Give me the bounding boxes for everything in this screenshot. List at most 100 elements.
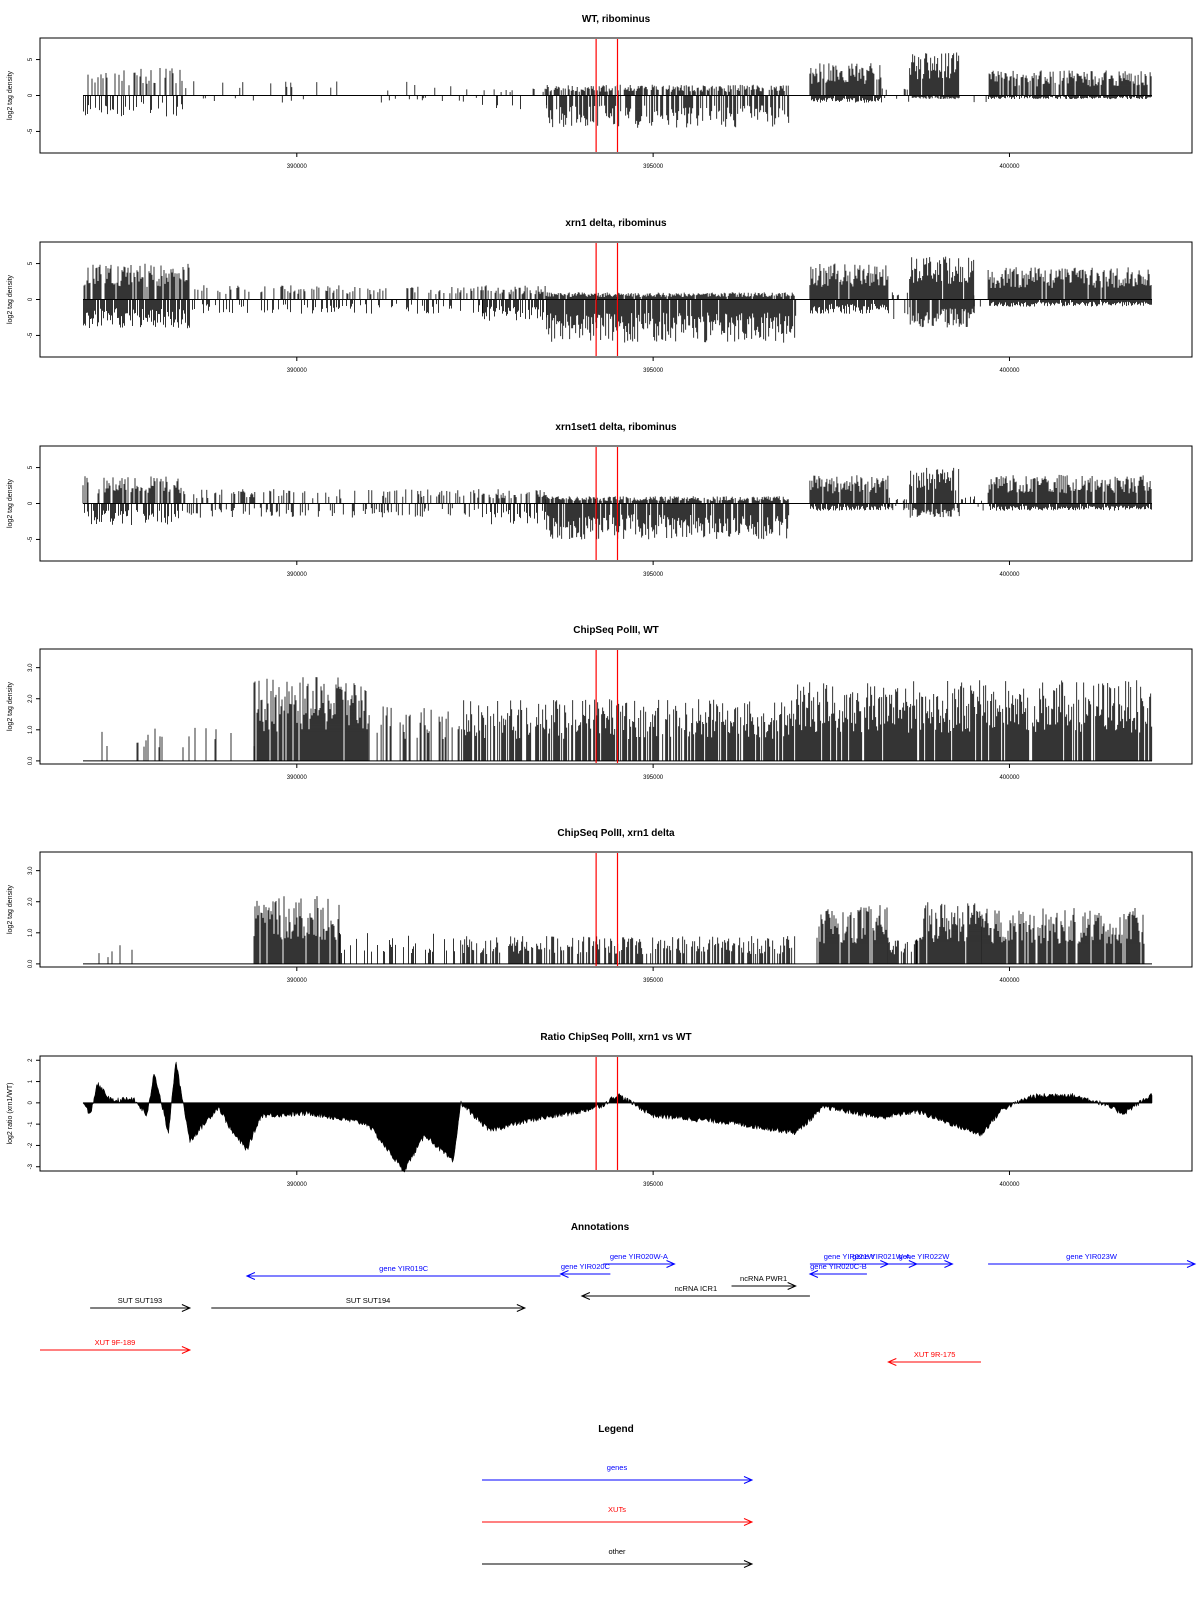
density-bars-segment-1 [253,896,340,964]
y-tick-label: 0 [28,297,34,301]
legend-label: genes [607,1463,628,1472]
feature-arrow [245,1272,561,1280]
y-tick-label: 5 [28,465,34,469]
feature-arrow [808,1270,867,1278]
feature-label: XUT 9R-175 [914,1350,956,1359]
density-bars-segment-1 [192,285,483,314]
x-tick-label: 400000 [999,978,1020,984]
x-tick-label: 395000 [643,572,664,578]
feature-arrow [90,1304,192,1312]
panel-ratio-chipseq: Ratio ChipSeq PolII, xrn1 vs WT log2 rati… [7,1032,1193,1188]
x-tick-label: 400000 [999,368,1020,374]
legend-arrow [482,1560,754,1568]
density-bars-segment-0 [98,945,133,964]
annotations-title: Annotations [571,1222,630,1233]
panel-title: WT, ribominus [582,14,651,25]
feature-label: ncRNA ICR1 [675,1284,718,1293]
y-tick-label: 0 [28,93,34,97]
feature-label: gene YIR020C-B [810,1262,867,1271]
feature-arrow [559,1270,611,1278]
panel-title: Ratio ChipSeq PolII, xrn1 vs WT [540,1032,691,1043]
density-bars-segment-2 [481,489,547,525]
density-bars-segment-4 [795,680,1153,761]
panel-xrn1set1-ribominus: xrn1set1 delta, ribominus log2 tag densit… [7,422,1193,578]
density-bars-segment-6 [909,467,960,518]
density-bars-segment-5 [888,497,910,511]
feature-label: gene YIR021W [824,1252,876,1261]
y-axis-label: log2 tag density [7,70,14,120]
legend: Legend genes XUTs other [482,1424,754,1568]
y-tick-label: -2 [28,1142,34,1148]
feature-label: XUT 9F-189 [95,1338,136,1347]
feature-label: ncRNA PWR1 [740,1274,787,1283]
feature-label: SUT SUT194 [346,1296,390,1305]
density-bars-segment-1 [253,677,369,761]
x-tick-label: 400000 [999,1182,1020,1188]
density-bars-segment-3 [545,496,790,540]
feature-label: gene YIR019C [379,1264,429,1273]
feature-arrow [40,1346,192,1354]
y-tick-label: -5 [28,332,34,338]
x-tick-label: 395000 [643,1182,664,1188]
density-bars-segment-4 [809,263,889,314]
density-bars-segment-3 [545,84,790,128]
legend-title: Legend [598,1424,634,1435]
panel-wt-ribominus: WT, ribominus log2 tag density -5 0 5 390000 3… [7,14,1193,170]
panel-xrn1-ribominus: xrn1 delta, ribominus log2 tag density -5 0… [7,218,1193,374]
panel-chipseq-xrn1: ChipSeq PolII, xrn1 delta log2 tag densit… [7,828,1193,984]
y-tick-label: 3.0 [28,663,34,672]
density-bars-segment-0 [83,68,183,117]
y-tick-label: 2 [28,1058,34,1062]
density-bars-segment-5 [887,939,917,964]
x-tick-label: 390000 [287,368,308,374]
density-bars-segment-2 [339,933,455,964]
density-bars-segment-1 [183,489,480,518]
density-bars-segment-1 [185,81,477,103]
density-bars-segment-2 [482,285,547,321]
x-tick-label: 400000 [999,775,1020,781]
density-bars-segment-8 [988,70,1152,100]
y-tick-label: -1 [28,1121,34,1127]
density-bars-segment-4 [809,475,889,511]
feature-label: SUT SUT193 [118,1296,162,1305]
y-tick-label: 5 [28,57,34,61]
density-bars-segment-8 [987,267,1152,307]
density-bars-segment-7 [973,295,981,307]
feature-label: gene YIR020W-A [610,1252,668,1261]
legend-label: other [608,1547,626,1556]
y-tick-label: -5 [28,536,34,542]
density-bars-segment-7 [980,908,1145,964]
y-axis-label: log2 tag density [7,681,14,731]
panel-title: ChipSeq PolII, WT [573,625,659,636]
feature-label: gene YIR022W [899,1252,951,1261]
y-tick-label: 0.0 [28,959,34,968]
density-bars-segment-3 [545,292,797,343]
panel-title: xrn1 delta, ribominus [565,218,667,229]
density-bars-segment-3 [461,699,795,761]
feature-label: gene YIR020C [561,1262,611,1271]
x-tick-label: 390000 [287,775,308,781]
y-tick-label: 1.0 [28,725,34,734]
density-bars-segment-4 [809,63,882,103]
density-bars-segment-0 [83,263,190,329]
density-bars-segment-5 [891,292,911,319]
y-axis-label: log2 ratio (xrn1/WT) [7,1083,14,1145]
y-axis-label: log2 tag density [7,478,14,528]
feature-arrow [731,1282,797,1290]
density-bars-segment-7 [961,496,984,511]
density-bars-segment-2 [368,706,460,761]
density-bars-segment-3 [460,936,796,964]
density-bars-segment-6 [909,52,960,100]
feature-arrow [580,1292,810,1300]
y-axis-label: log2 tag density [7,274,14,324]
y-tick-label: 1.0 [28,928,34,937]
feature-arrow [988,1260,1197,1268]
x-tick-label: 395000 [643,775,664,781]
y-tick-label: 2.0 [28,694,34,703]
x-tick-label: 390000 [287,978,308,984]
y-tick-label: 5 [28,261,34,265]
legend-arrow [482,1476,754,1484]
feature-arrow [895,1260,954,1268]
